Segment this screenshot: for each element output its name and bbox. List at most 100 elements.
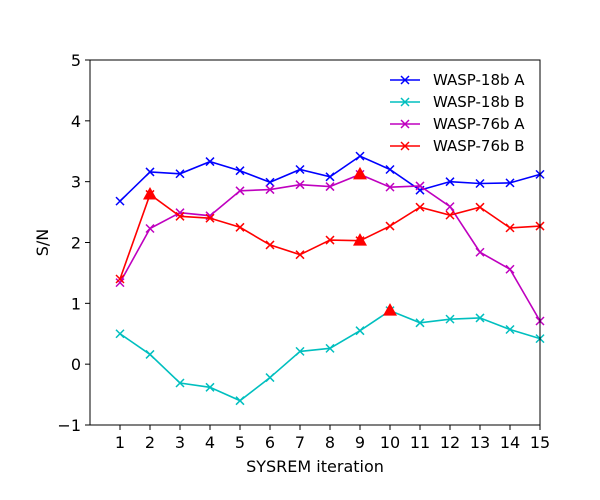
data-point-s4-x7-stroke-b [295, 250, 305, 260]
data-point-s4-x1 [115, 274, 125, 284]
y-tick-label: 4 [71, 112, 81, 131]
data-point-s1-x12-stroke-b [445, 177, 455, 187]
data-point-s1-x14 [505, 178, 515, 188]
data-point-s1-x8 [325, 172, 335, 182]
data-point-s1-x9 [355, 151, 365, 161]
data-point-s4-x14-stroke-b [505, 223, 515, 233]
x-tick-label: 6 [265, 433, 275, 452]
data-point-s3-x12-stroke-b [445, 202, 455, 212]
legend-marker-4 [400, 141, 410, 151]
data-point-s4-x12 [445, 210, 455, 220]
data-point-s2-x11 [415, 318, 425, 328]
highlight-triangle-s3-x9 [353, 166, 367, 180]
data-point-s2-x8 [325, 343, 335, 353]
data-point-s4-x4 [205, 213, 215, 223]
y-tick-label: 2 [71, 234, 81, 253]
data-point-s4-x13 [475, 202, 485, 212]
data-point-s3-x11-stroke-b [415, 181, 425, 191]
data-point-s1-x14-stroke-b [505, 178, 515, 188]
data-point-s3-x13 [475, 247, 485, 257]
data-point-s1-x12 [445, 177, 455, 187]
data-point-s4-x8 [325, 235, 335, 245]
legend-marker-3-stroke-b [400, 119, 410, 129]
data-point-s3-x6 [265, 185, 275, 195]
legend-label-1: WASP-18b A [433, 71, 525, 89]
data-point-s1-x10-stroke-b [385, 164, 395, 175]
data-point-s2-x8-stroke-b [325, 343, 335, 353]
data-point-s3-x8-stroke-b [325, 182, 335, 192]
data-point-s1-x3-stroke-b [175, 169, 185, 179]
x-tick-label: 14 [500, 433, 520, 452]
data-point-s1-x10 [385, 164, 395, 175]
data-point-s2-x14 [505, 324, 515, 335]
data-point-s2-x13-stroke-b [475, 313, 485, 323]
data-point-s3-x6-stroke-b [265, 185, 275, 195]
data-point-s2-x1 [115, 329, 125, 339]
data-point-s2-x6 [265, 373, 275, 383]
x-tick-label: 2 [145, 433, 155, 452]
data-point-s4-x4-stroke-b [205, 213, 215, 223]
x-tick-label: 3 [175, 433, 185, 452]
data-point-s2-x5-stroke-b [235, 396, 245, 406]
data-point-s2-x4 [205, 382, 215, 392]
data-point-s2-x7-stroke-b [295, 346, 305, 356]
data-point-s4-x10-stroke-b [385, 221, 395, 231]
legend-marker-1-stroke-b [400, 75, 410, 85]
y-tick-label: −1 [57, 416, 81, 435]
data-point-s1-x2-stroke-b [145, 167, 155, 177]
data-point-s3-x8 [325, 182, 335, 192]
data-point-s2-x11-stroke-b [415, 318, 425, 328]
data-point-s1-x13 [475, 178, 485, 189]
data-point-s1-x2 [145, 167, 155, 177]
data-point-s1-x5 [235, 166, 245, 176]
data-point-s3-x1 [115, 278, 125, 288]
data-point-s1-x6 [265, 177, 275, 187]
y-tick-label: 0 [71, 355, 81, 374]
data-point-s2-x12-stroke-b [445, 314, 455, 324]
legend-marker-2 [400, 97, 410, 107]
y-tick-label: 3 [71, 173, 81, 192]
x-tick-label: 15 [530, 433, 550, 452]
data-point-s4-x10 [385, 221, 395, 231]
data-point-s2-x7 [295, 346, 305, 356]
data-point-s1-x1-stroke-b [115, 196, 125, 206]
data-point-s2-x5 [235, 396, 245, 406]
data-point-s2-x12 [445, 314, 455, 324]
data-point-s1-x7-stroke-b [295, 164, 305, 175]
data-point-s1-x4-stroke-b [205, 157, 215, 167]
data-point-s3-x2 [145, 223, 155, 234]
x-axis-ticks: 1 2 3 4 5 6 7 8 9 10 11 12 13 14 15 [115, 425, 550, 452]
data-point-s2-x4-stroke-b [205, 382, 215, 392]
data-point-s2-x2 [145, 349, 155, 359]
data-point-s1-x9-stroke-b [355, 151, 365, 161]
data-point-s1-x8-stroke-b [325, 172, 335, 182]
data-point-s3-x2-stroke-b [145, 223, 155, 234]
legend-marker-3 [400, 119, 410, 129]
x-tick-label: 13 [470, 433, 490, 452]
data-point-s4-x5 [235, 222, 245, 232]
highlight-triangle-s4-x2 [143, 186, 157, 200]
legend-marker-2-stroke-b [400, 97, 410, 107]
data-point-s4-x11-stroke-b [415, 202, 425, 212]
x-tick-label: 10 [380, 433, 400, 452]
data-point-s4-x11 [415, 202, 425, 212]
legend: WASP-18b A WASP-18b B WASP-76b A WASP-76b B [390, 71, 525, 155]
data-point-s4-x1-stroke-b [115, 274, 125, 284]
x-tick-label: 7 [295, 433, 305, 452]
x-tick-label: 1 [115, 433, 125, 452]
data-point-s2-x14-stroke-b [505, 324, 515, 335]
data-point-s4-x5-stroke-b [235, 222, 245, 232]
legend-marker-1 [400, 75, 410, 85]
data-point-s3-x7 [295, 180, 305, 190]
data-point-s3-x1-stroke-b [115, 278, 125, 288]
data-point-s1-x4 [205, 157, 215, 167]
data-point-s3-x13-stroke-b [475, 247, 485, 257]
legend-label-2: WASP-18b B [433, 93, 525, 111]
x-axis-label: SYSREM iteration [246, 457, 384, 476]
data-point-s1-x3 [175, 169, 185, 179]
legend-marker-4-stroke-b [400, 141, 410, 151]
data-point-s2-x9 [355, 326, 365, 336]
data-point-s4-x12-stroke-b [445, 210, 455, 220]
